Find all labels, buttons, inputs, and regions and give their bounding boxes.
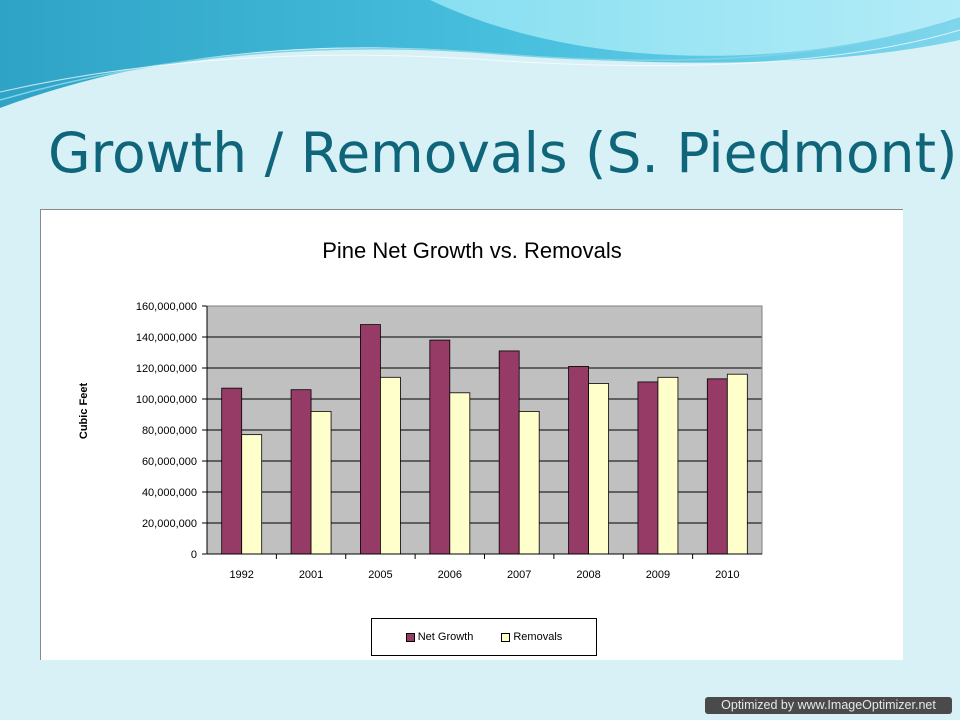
x-tick-label: 2010	[715, 569, 739, 581]
bar-net-growth	[429, 339, 451, 555]
bar-net-growth	[498, 350, 520, 555]
bar-removals	[380, 376, 401, 555]
y-tick-label: 20,000,000	[142, 518, 197, 530]
legend-item-net-growth: Net Growth	[405, 631, 474, 643]
legend-label-net-growth: Net Growth	[417, 631, 474, 643]
y-tick-label: 120,000,000	[136, 363, 197, 375]
bar-net-growth	[221, 387, 243, 555]
y-tick-label: 140,000,000	[136, 332, 197, 344]
y-tick-label: 80,000,000	[142, 425, 197, 437]
y-tick-label: 60,000,000	[142, 456, 197, 468]
chart-area: 0 20,000,000 40,000,000 60,000,000 80,000,00…	[40, 209, 903, 660]
x-tick-label: 2008	[576, 569, 600, 581]
bar-removals	[726, 373, 748, 555]
x-tick-label: 2007	[507, 569, 531, 581]
slide-title: Growth / Removals (S. Piedmont)	[48, 121, 958, 185]
bar-removals	[310, 410, 332, 555]
legend-label-removals: Removals	[513, 631, 563, 643]
chart-title: Pine Net Growth vs. Removals	[322, 238, 622, 263]
bar-net-growth	[290, 389, 312, 555]
watermark-badge: Optimized by www.ImageOptimizer.net	[705, 697, 952, 714]
bar-chart: 0 20,000,000 40,000,000 60,000,000 80,000,00…	[136, 301, 763, 581]
bar-net-growth	[568, 366, 589, 555]
bar-removals	[657, 376, 679, 555]
bar-removals	[518, 410, 540, 555]
bar-removals	[241, 434, 263, 555]
y-tick-label: 100,000,000	[136, 394, 197, 406]
chart-legend: Net Growth Removals	[371, 618, 597, 656]
legend-swatch-removals	[501, 632, 511, 642]
bar-net-growth	[637, 381, 659, 555]
y-tick-label: 0	[191, 549, 197, 561]
y-tick-label: 160,000,000	[136, 301, 197, 313]
x-tick-label: 2005	[368, 569, 392, 581]
bar-removals	[449, 392, 471, 555]
y-axis-label: Cubic Feet	[78, 382, 90, 440]
x-tick-label: 1992	[229, 569, 253, 581]
x-tick-label: 2009	[646, 569, 670, 581]
x-tick-label: 2006	[438, 569, 462, 581]
y-tick-label: 40,000,000	[142, 487, 197, 499]
x-tick-label: 2001	[299, 569, 323, 581]
legend-swatch-net-growth	[405, 632, 415, 642]
legend-item-removals: Removals	[501, 631, 562, 643]
bar-net-growth	[706, 378, 728, 555]
bar-removals	[588, 383, 609, 555]
bar-net-growth	[360, 324, 381, 555]
